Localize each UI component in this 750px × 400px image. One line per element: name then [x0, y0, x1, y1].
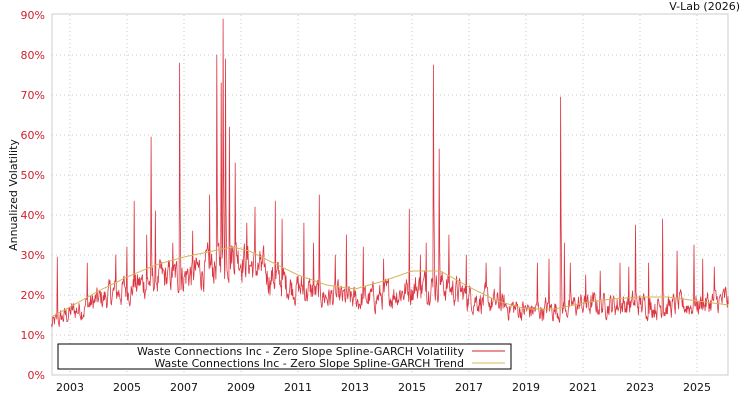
x-axis: 2003 2005 2007 2009 2011 2013 2015 2017 2019 2021…: [56, 381, 711, 394]
x-tick-label: 2003: [56, 381, 84, 394]
x-tick-label: 2011: [284, 381, 312, 394]
legend-label-trend: Waste Connections Inc - Zero Slope Splin…: [154, 357, 464, 370]
series-trend: [51, 246, 729, 318]
y-tick-label: 0%: [28, 369, 45, 382]
y-tick-label: 50%: [21, 169, 45, 182]
grid: [52, 15, 728, 375]
x-tick-label: 2009: [227, 381, 255, 394]
y-tick-label: 60%: [21, 129, 45, 142]
legend: Waste Connections Inc - Zero Slope Splin…: [57, 343, 512, 370]
x-tick-label: 2013: [341, 381, 369, 394]
y-axis: 0% 10% 20% 30% 40% 50% 60% 70% 80% 90%: [21, 9, 45, 382]
series-volatility: [51, 18, 729, 328]
x-tick-label: 2023: [626, 381, 654, 394]
x-tick-label: 2005: [113, 381, 141, 394]
y-tick-label: 40%: [21, 209, 45, 222]
x-tick-label: 2007: [170, 381, 198, 394]
legend-label-volatility: Waste Connections Inc - Zero Slope Splin…: [137, 345, 465, 358]
y-tick-label: 70%: [21, 89, 45, 102]
y-tick-label: 30%: [21, 249, 45, 262]
x-tick-label: 2021: [569, 381, 597, 394]
x-tick-label: 2015: [398, 381, 426, 394]
x-tick-label: 2017: [455, 381, 483, 394]
y-tick-label: 90%: [21, 9, 45, 22]
credit-label: V-Lab (2026): [669, 0, 740, 13]
x-tick-label: 2019: [512, 381, 540, 394]
y-axis-label: Annualized Volatility: [7, 139, 20, 251]
plot-frame: [51, 13, 729, 376]
y-tick-label: 20%: [21, 289, 45, 302]
y-tick-label: 10%: [21, 329, 45, 342]
x-tick-label: 2025: [683, 381, 711, 394]
y-tick-label: 80%: [21, 49, 45, 62]
legend-box: [57, 343, 512, 370]
